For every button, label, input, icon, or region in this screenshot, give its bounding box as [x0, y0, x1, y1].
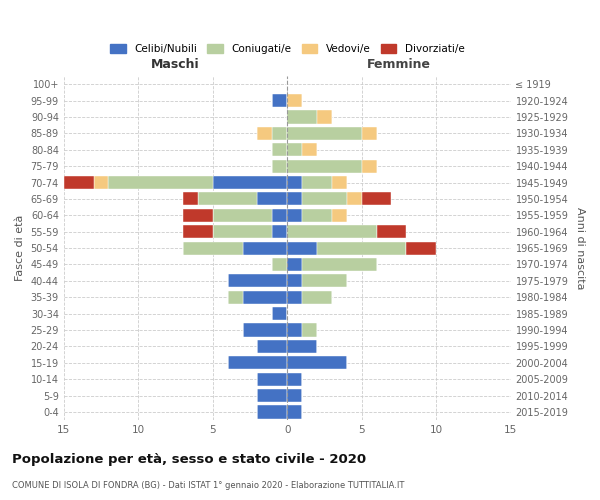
- Bar: [257, 127, 272, 140]
- Bar: [302, 176, 332, 189]
- Bar: [109, 176, 213, 189]
- Bar: [227, 290, 242, 304]
- Bar: [332, 208, 347, 222]
- Bar: [227, 274, 287, 287]
- Legend: Celibi/Nubili, Coniugati/e, Vedovi/e, Divorziati/e: Celibi/Nubili, Coniugati/e, Vedovi/e, Di…: [106, 40, 469, 58]
- Y-axis label: Anni di nascita: Anni di nascita: [575, 207, 585, 290]
- Bar: [272, 258, 287, 271]
- Bar: [213, 176, 287, 189]
- Bar: [287, 192, 302, 205]
- Bar: [302, 324, 317, 336]
- Bar: [287, 110, 317, 124]
- Text: Popolazione per età, sesso e stato civile - 2020: Popolazione per età, sesso e stato civil…: [12, 452, 366, 466]
- Bar: [287, 356, 347, 370]
- Bar: [183, 242, 242, 254]
- Text: Femmine: Femmine: [367, 58, 431, 71]
- Bar: [287, 160, 362, 172]
- Bar: [64, 176, 94, 189]
- Bar: [183, 225, 213, 238]
- Bar: [302, 274, 347, 287]
- Bar: [287, 406, 302, 418]
- Bar: [272, 94, 287, 107]
- Bar: [362, 192, 391, 205]
- Bar: [302, 192, 347, 205]
- Bar: [287, 290, 302, 304]
- Bar: [183, 208, 213, 222]
- Bar: [287, 340, 317, 353]
- Bar: [257, 192, 287, 205]
- Bar: [287, 258, 302, 271]
- Bar: [242, 242, 287, 254]
- Bar: [272, 127, 287, 140]
- Bar: [242, 290, 287, 304]
- Bar: [213, 225, 272, 238]
- Bar: [287, 94, 302, 107]
- Bar: [302, 290, 332, 304]
- Bar: [257, 372, 287, 386]
- Bar: [272, 307, 287, 320]
- Bar: [287, 274, 302, 287]
- Text: COMUNE DI ISOLA DI FONDRA (BG) - Dati ISTAT 1° gennaio 2020 - Elaborazione TUTTI: COMUNE DI ISOLA DI FONDRA (BG) - Dati IS…: [12, 480, 404, 490]
- Bar: [302, 258, 377, 271]
- Bar: [362, 127, 377, 140]
- Bar: [287, 324, 302, 336]
- Bar: [287, 389, 302, 402]
- Bar: [257, 340, 287, 353]
- Bar: [94, 176, 109, 189]
- Bar: [257, 389, 287, 402]
- Bar: [213, 208, 272, 222]
- Bar: [287, 225, 377, 238]
- Bar: [287, 176, 302, 189]
- Bar: [272, 143, 287, 156]
- Bar: [272, 225, 287, 238]
- Bar: [287, 143, 302, 156]
- Bar: [272, 208, 287, 222]
- Bar: [198, 192, 257, 205]
- Bar: [227, 356, 287, 370]
- Bar: [287, 242, 317, 254]
- Bar: [287, 208, 302, 222]
- Y-axis label: Fasce di età: Fasce di età: [15, 215, 25, 282]
- Bar: [332, 176, 347, 189]
- Bar: [302, 208, 332, 222]
- Bar: [272, 160, 287, 172]
- Bar: [347, 192, 362, 205]
- Bar: [362, 160, 377, 172]
- Bar: [317, 110, 332, 124]
- Bar: [317, 242, 406, 254]
- Bar: [183, 192, 198, 205]
- Text: Maschi: Maschi: [151, 58, 200, 71]
- Bar: [287, 372, 302, 386]
- Bar: [377, 225, 406, 238]
- Bar: [287, 127, 362, 140]
- Bar: [302, 143, 317, 156]
- Bar: [242, 324, 287, 336]
- Bar: [406, 242, 436, 254]
- Bar: [257, 406, 287, 418]
